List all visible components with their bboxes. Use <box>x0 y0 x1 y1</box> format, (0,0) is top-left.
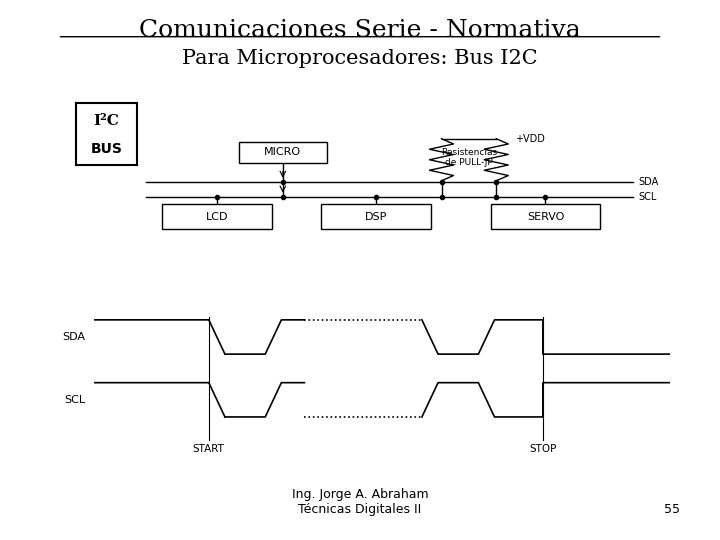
Text: Ing. Jorge A. Abraham
Técnicas Digitales II: Ing. Jorge A. Abraham Técnicas Digitales… <box>292 488 428 516</box>
Bar <box>239 142 327 163</box>
Text: Resistencias
de PULL-JP: Resistencias de PULL-JP <box>441 147 497 167</box>
Text: MICRO: MICRO <box>264 147 302 157</box>
Text: DSP: DSP <box>364 212 387 222</box>
Text: +VDD: +VDD <box>516 134 545 144</box>
Text: SERVO: SERVO <box>527 212 564 222</box>
Text: 55: 55 <box>665 503 680 516</box>
Bar <box>491 204 600 229</box>
Text: Para Microprocesadores: Bus I2C: Para Microprocesadores: Bus I2C <box>182 49 538 68</box>
Text: SCL: SCL <box>64 395 85 405</box>
Bar <box>163 204 272 229</box>
Text: SCL: SCL <box>639 192 657 202</box>
Text: SDA: SDA <box>62 332 85 342</box>
Bar <box>321 204 431 229</box>
Text: LCD: LCD <box>206 212 228 222</box>
Text: I²C: I²C <box>94 114 119 128</box>
Text: START: START <box>193 444 225 454</box>
Text: Comunicaciones Serie - Normativa: Comunicaciones Serie - Normativa <box>139 19 581 42</box>
Text: STOP: STOP <box>529 444 557 454</box>
Text: SDA: SDA <box>639 177 659 187</box>
Text: BUS: BUS <box>90 142 122 156</box>
